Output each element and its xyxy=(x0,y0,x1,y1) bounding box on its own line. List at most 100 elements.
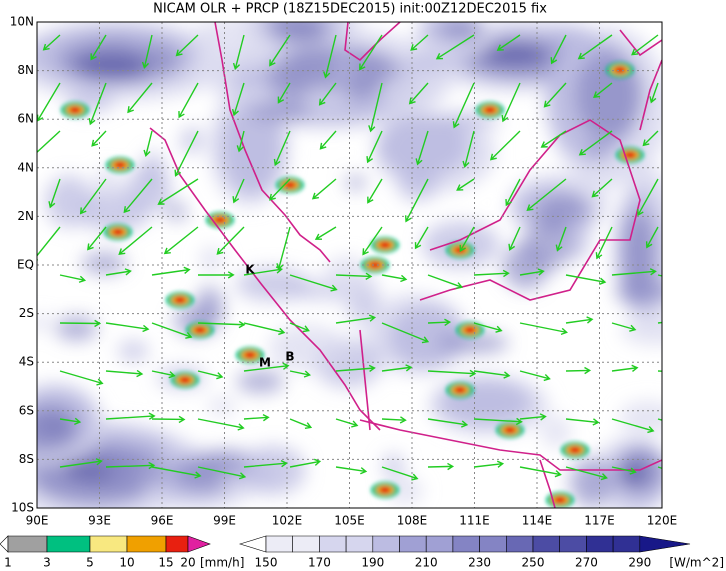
cloud xyxy=(195,22,273,49)
cloud xyxy=(81,252,127,274)
wind-arrow xyxy=(381,274,408,283)
wind-arrow xyxy=(657,466,662,470)
wind-arrow xyxy=(232,178,245,204)
wind-arrow xyxy=(519,466,562,478)
rain-cell xyxy=(465,327,475,333)
cloud xyxy=(378,71,440,112)
colorbar-swatch xyxy=(292,535,320,553)
cloud xyxy=(118,340,149,361)
wind-arrow xyxy=(550,34,567,65)
colorbar-swatch xyxy=(399,535,427,553)
rain-cell xyxy=(113,229,123,235)
colorbar-swatch xyxy=(319,535,347,553)
wind-arrow xyxy=(427,318,452,326)
lat-label: 6S xyxy=(19,403,34,417)
wind-arrow xyxy=(175,34,199,57)
lon-label: 99E xyxy=(213,514,236,528)
colorbar-swatch xyxy=(187,535,211,553)
wind-arrow xyxy=(381,364,413,372)
wind-arrow xyxy=(143,130,153,158)
wind-arrow xyxy=(657,418,662,421)
wind-arrow xyxy=(197,370,224,380)
lat-label: 8N xyxy=(17,63,34,77)
wind-arrow xyxy=(197,418,245,431)
wind-arrow xyxy=(59,319,102,328)
wind-arrow xyxy=(216,226,245,255)
rain-cell xyxy=(115,162,125,168)
colorbar-swatch xyxy=(612,535,641,553)
cloud xyxy=(436,332,510,354)
rain-cell xyxy=(180,377,190,383)
lat-label: 2N xyxy=(17,209,34,223)
wind-arrow xyxy=(578,130,613,156)
cloud xyxy=(522,221,574,270)
cloud xyxy=(618,460,647,488)
cloud xyxy=(404,55,450,73)
wind-arrow xyxy=(289,274,338,292)
cloud xyxy=(243,52,272,71)
colorbar-swatch xyxy=(372,535,400,553)
lat-label: 10S xyxy=(11,501,34,515)
wind-arrow xyxy=(611,364,639,373)
rain-cell xyxy=(380,242,390,248)
wind-arrow xyxy=(59,274,87,283)
colorbar-swatch xyxy=(479,535,507,553)
wind-arrow xyxy=(197,271,235,279)
colorbar-swatch xyxy=(532,535,560,553)
cloud xyxy=(569,457,613,508)
lat-label: 8S xyxy=(19,452,34,466)
wind-arrow xyxy=(593,82,613,98)
wind-arrow xyxy=(243,322,286,336)
colorbar-swatch xyxy=(506,535,534,553)
title: NICAM OLR + PRCP (18Z15DEC2015) init:00Z… xyxy=(153,2,547,17)
colorbar-swatch xyxy=(559,535,587,553)
lat-label: EQ xyxy=(17,258,34,272)
wind-arrow xyxy=(197,320,246,329)
station-label: K xyxy=(245,263,255,277)
wind-arrow xyxy=(59,370,104,386)
lon-label: 102E xyxy=(272,514,303,528)
cloud xyxy=(479,41,548,66)
cloud xyxy=(278,55,311,73)
colorbar-swatch xyxy=(586,535,614,553)
wind-arrow xyxy=(595,226,613,260)
colorbar-swatch xyxy=(7,535,48,553)
wind-arrow xyxy=(79,178,107,215)
cloud xyxy=(74,52,149,80)
colorbar-label: 230 xyxy=(468,556,491,570)
wind-arrow xyxy=(427,462,455,471)
wind-arrow xyxy=(565,466,608,481)
wind-arrow xyxy=(657,321,662,324)
wind-arrow xyxy=(243,266,283,276)
wind-arrow xyxy=(505,178,521,207)
wind-arrow xyxy=(59,458,103,468)
wind-arrow xyxy=(645,226,659,249)
cloud xyxy=(79,190,150,233)
cloud xyxy=(263,22,329,42)
lat-label: 6N xyxy=(17,112,34,126)
cloud xyxy=(382,453,404,479)
rain-cell xyxy=(245,352,255,358)
cloud xyxy=(615,277,662,306)
wind-arrow xyxy=(236,130,245,153)
wind-arrow xyxy=(368,82,383,133)
wind-arrow xyxy=(404,178,429,223)
colorbar-label: 150 xyxy=(255,556,278,570)
wind-arrow xyxy=(473,417,523,426)
colorbar-swatch xyxy=(89,535,128,553)
station-label: M xyxy=(259,356,271,370)
cloud xyxy=(621,210,656,300)
wind-arrow xyxy=(243,459,288,468)
wind-arrow xyxy=(105,268,132,276)
wind-arrow xyxy=(273,130,291,167)
map-frame xyxy=(36,21,663,509)
cloud xyxy=(240,445,306,495)
cloud xyxy=(439,22,485,41)
colorbar-label: 1 xyxy=(4,556,12,570)
wind-arrow xyxy=(519,322,568,336)
cloud xyxy=(250,100,310,123)
cloud xyxy=(542,24,596,48)
wind-arrow xyxy=(408,82,429,105)
cloud xyxy=(94,167,121,196)
rain-cell xyxy=(555,497,565,503)
